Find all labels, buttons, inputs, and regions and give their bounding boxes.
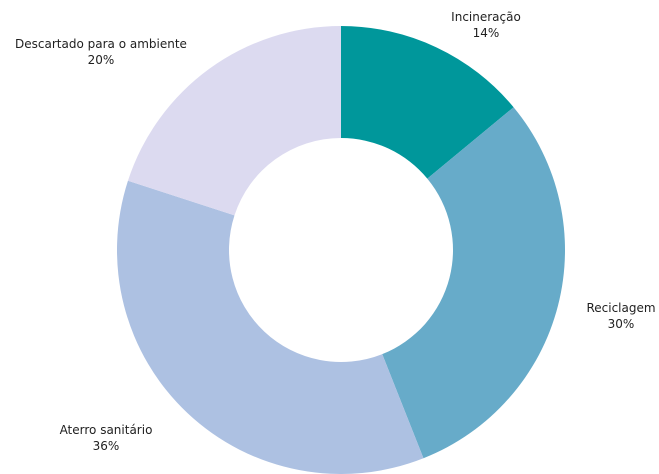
donut-slice-3: [116, 180, 424, 474]
slice-label-2: Reciclagem: [586, 301, 655, 315]
donut-slice-2: [382, 107, 565, 459]
slice-value-label-3: 36%: [93, 439, 120, 453]
slice-value-label-1: 14%: [473, 26, 500, 40]
donut-slice-1: [341, 26, 514, 179]
slice-label-4: Descartado para o ambiente: [15, 37, 187, 51]
slice-label-1: Incineração: [451, 10, 521, 24]
slice-label-3: Aterro sanitário: [60, 423, 153, 437]
slice-value-label-2: 30%: [608, 317, 635, 331]
slice-value-label-4: 20%: [88, 53, 115, 67]
donut-slice-4: [127, 26, 341, 216]
